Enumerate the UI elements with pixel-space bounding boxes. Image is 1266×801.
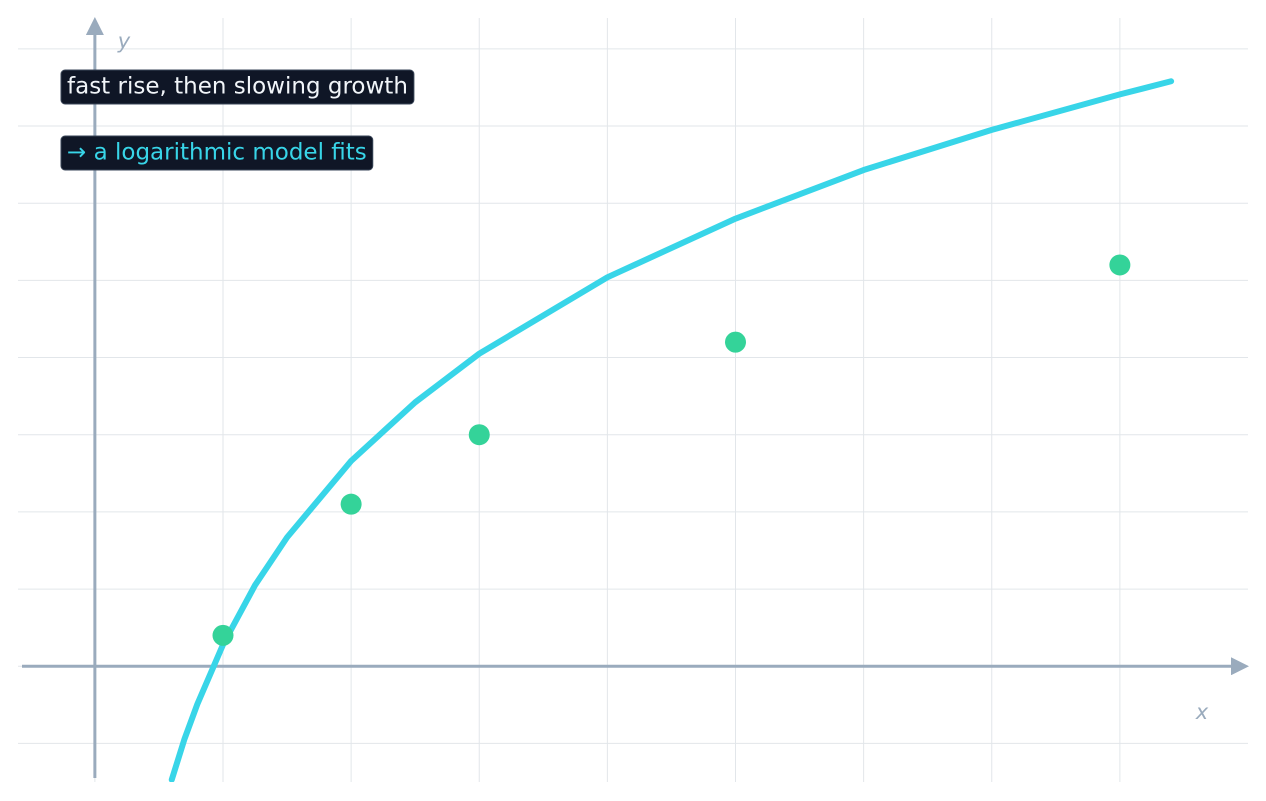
- annotation-box: [60, 69, 415, 105]
- data-point: [340, 493, 362, 515]
- data-point: [468, 424, 490, 446]
- y-axis-label: y: [117, 29, 131, 53]
- data-point: [1109, 254, 1131, 276]
- annotation: → a logarithmic model fits: [67, 140, 367, 166]
- data-point: [212, 624, 234, 646]
- annotations: fast rise, then slowing growth → a logari…: [60, 69, 415, 171]
- plot-area: [168, 78, 1175, 782]
- annotation: fast rise, then slowing growth: [67, 74, 408, 100]
- x-axis-label: x: [1195, 700, 1209, 724]
- fit-curve: [168, 78, 1175, 782]
- data-point: [725, 331, 746, 353]
- annotation-box: [60, 135, 374, 171]
